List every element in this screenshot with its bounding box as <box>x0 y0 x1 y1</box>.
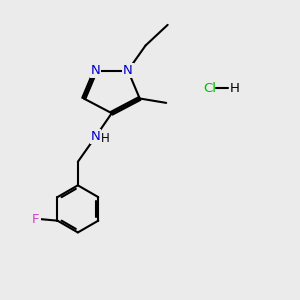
Text: N: N <box>91 130 100 143</box>
Text: H: H <box>230 82 239 95</box>
Text: F: F <box>32 213 40 226</box>
Text: H: H <box>100 132 109 145</box>
Text: N: N <box>123 64 133 77</box>
Text: Cl: Cl <box>203 82 216 95</box>
Text: N: N <box>91 64 100 77</box>
